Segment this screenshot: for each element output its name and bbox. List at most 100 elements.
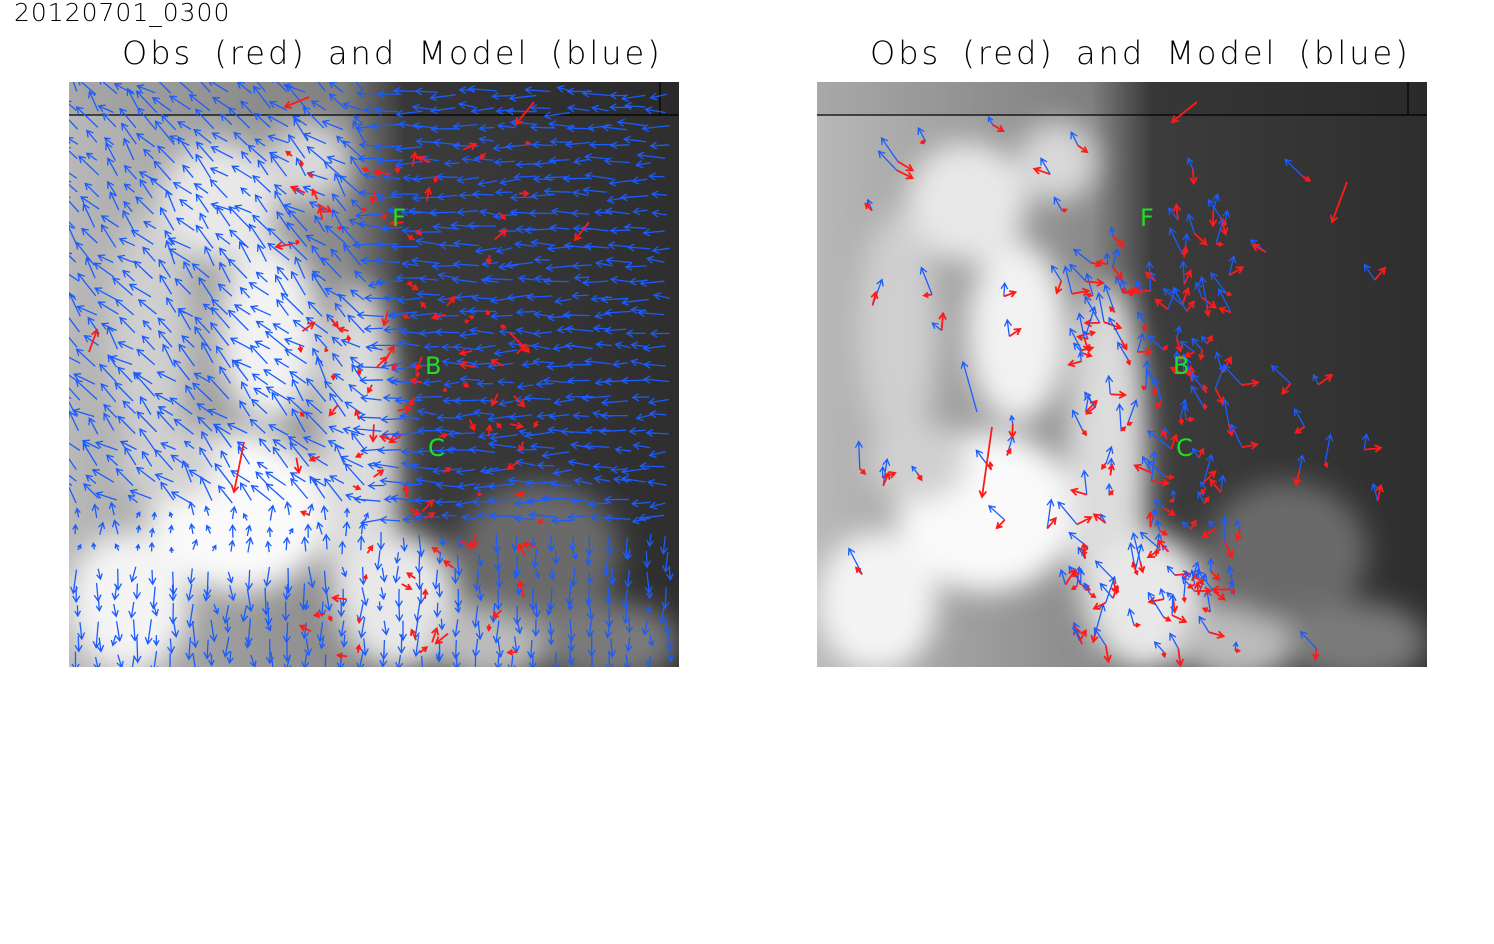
model-vector	[188, 522, 196, 534]
model-vector	[253, 387, 269, 398]
obs-vector	[485, 423, 493, 437]
model-vector	[274, 190, 290, 216]
model-vector	[1370, 482, 1379, 502]
model-vector	[1179, 260, 1188, 285]
model-vector	[103, 403, 118, 419]
obs-vector	[1126, 421, 1133, 427]
model-vector	[74, 605, 82, 618]
model-vector	[567, 458, 590, 467]
model-vector	[266, 526, 274, 538]
model-vector	[879, 465, 887, 478]
model-vector	[542, 376, 571, 385]
model-vector	[210, 321, 230, 346]
model-vector	[250, 398, 268, 415]
model-vector	[1312, 373, 1319, 385]
obs-vector	[230, 441, 245, 494]
model-vector	[416, 290, 440, 299]
model-vector	[642, 375, 670, 384]
model-vector	[119, 107, 137, 129]
vector-layer	[69, 82, 674, 667]
model-vector	[603, 514, 631, 523]
model-vector	[571, 291, 589, 300]
model-vector	[88, 417, 99, 435]
model-vector	[1217, 287, 1232, 313]
model-vector	[82, 442, 98, 466]
model-vector	[157, 330, 173, 348]
model-vector	[601, 123, 627, 132]
model-vector	[401, 226, 418, 235]
obs-vector	[1090, 260, 1103, 268]
model-vector	[452, 260, 479, 269]
model-vector	[547, 622, 555, 637]
model-vector	[117, 415, 136, 435]
model-vector	[214, 462, 233, 487]
model-vector	[449, 221, 480, 230]
obs-vector	[408, 506, 421, 517]
model-vector	[377, 446, 402, 455]
model-vector	[95, 600, 103, 612]
model-vector	[139, 395, 152, 416]
model-vector	[344, 401, 365, 416]
model-vector	[215, 345, 231, 369]
model-vector	[646, 255, 665, 264]
model-vector	[491, 92, 513, 101]
obs-vector	[328, 404, 339, 417]
model-vector	[533, 255, 551, 264]
model-vector	[1057, 501, 1078, 525]
model-vector	[470, 106, 495, 115]
model-vector	[397, 339, 420, 348]
obs-vector	[1202, 402, 1208, 410]
model-vector	[454, 588, 463, 608]
model-vector	[303, 600, 310, 611]
model-vector	[359, 518, 383, 527]
model-vector	[476, 554, 484, 567]
model-vector	[452, 239, 480, 248]
obs-vector	[1181, 286, 1191, 306]
model-vector	[487, 495, 513, 505]
obs-vector	[317, 203, 333, 213]
model-vector	[364, 294, 385, 303]
model-vector	[116, 654, 124, 667]
model-vector	[536, 461, 555, 470]
model-vector	[341, 566, 348, 578]
model-vector	[305, 399, 323, 414]
obs-vector	[1165, 474, 1175, 481]
obs-vector	[1189, 168, 1198, 186]
model-vector	[454, 554, 463, 577]
model-vector	[92, 621, 101, 649]
obs-vector	[1170, 101, 1198, 124]
model-vector	[166, 638, 176, 655]
model-vector	[344, 507, 351, 518]
model-vector	[139, 427, 158, 454]
model-vector	[303, 638, 313, 657]
obs-vector	[462, 142, 478, 151]
obs-vector	[1221, 355, 1232, 374]
obs-vector	[1241, 379, 1260, 388]
model-vector	[328, 475, 345, 485]
obs-vector	[1228, 266, 1245, 277]
obs-vector	[513, 395, 526, 408]
model-vector	[256, 243, 267, 262]
model-vector	[179, 199, 194, 211]
model-vector	[100, 322, 117, 332]
model-vector	[598, 427, 627, 436]
model-vector	[319, 638, 326, 650]
model-vector	[373, 143, 402, 152]
model-vector	[386, 206, 404, 215]
model-vector	[1115, 403, 1124, 432]
model-vector	[632, 207, 648, 216]
model-vector	[264, 601, 273, 626]
model-vector	[83, 335, 99, 346]
model-vector	[546, 244, 574, 253]
obs-vector	[1198, 349, 1205, 361]
model-vector	[525, 292, 553, 302]
model-vector	[194, 316, 211, 334]
model-vector	[591, 656, 593, 667]
model-vector	[847, 547, 863, 575]
model-vector	[178, 308, 192, 331]
obs-vector	[1144, 271, 1156, 282]
model-vector	[185, 637, 194, 661]
model-vector	[74, 636, 83, 653]
model-vector	[471, 497, 499, 506]
model-vector	[1076, 312, 1086, 339]
